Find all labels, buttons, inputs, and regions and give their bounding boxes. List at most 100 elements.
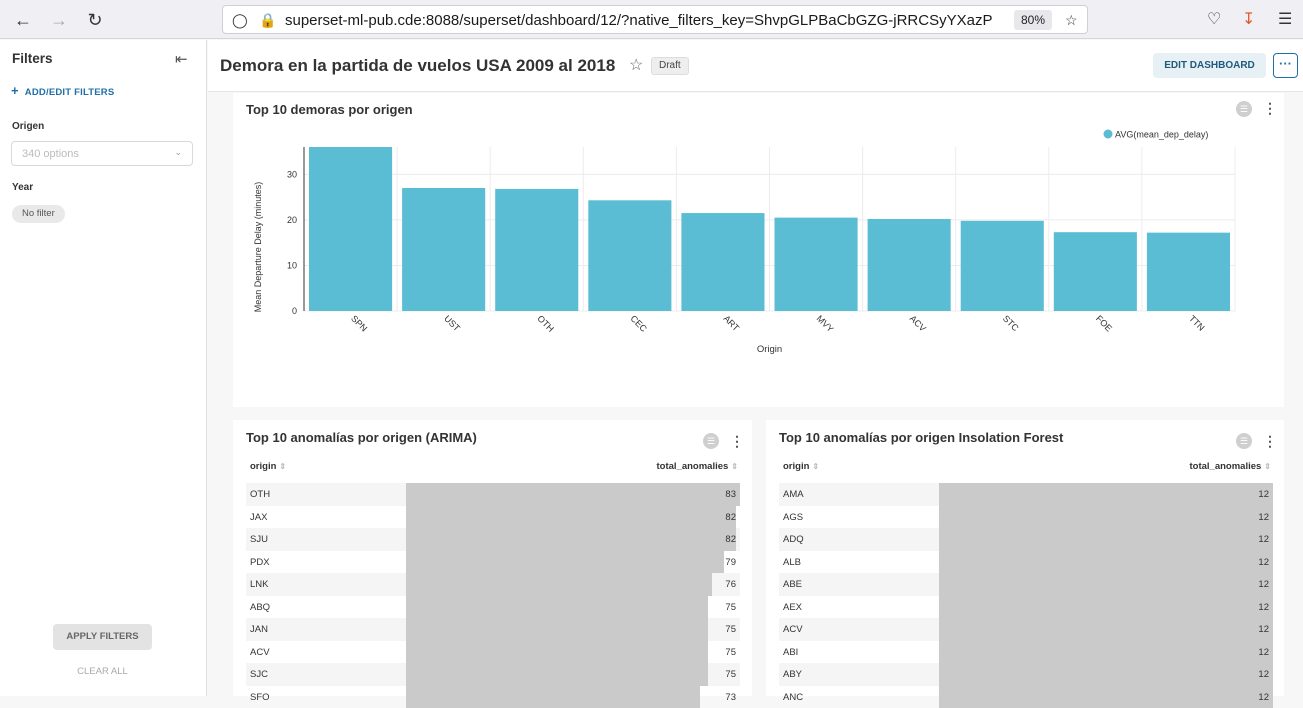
cell-total-anomalies: 76 <box>725 579 736 590</box>
y-tick-label: 30 <box>287 169 297 179</box>
year-filter-tag[interactable]: No filter <box>12 205 65 223</box>
shield-icon[interactable]: ◯ <box>232 12 248 29</box>
zoom-level-badge[interactable]: 80% <box>1014 10 1052 30</box>
back-arrow-icon[interactable]: ← <box>10 7 36 33</box>
bookmark-star-icon[interactable]: ☆ <box>1065 12 1078 29</box>
filter-icon[interactable]: ☰ <box>703 433 719 449</box>
x-tick-label: MVY <box>815 313 836 334</box>
cell-value-bar <box>406 528 736 551</box>
dashboard-title[interactable]: Demora en la partida de vuelos USA 2009 … <box>220 56 615 76</box>
cell-origin: ANC <box>783 692 803 703</box>
cell-origin: LNK <box>250 579 268 590</box>
table-row: OTH 83 <box>246 483 740 506</box>
cell-total-anomalies: 75 <box>725 647 736 658</box>
column-header-total-anomalies[interactable]: total_anomalies⇕ <box>656 461 738 472</box>
url-text[interactable]: superset-ml-pub.cde:8088/superset/dashbo… <box>285 12 1025 29</box>
cell-total-anomalies: 75 <box>725 624 736 635</box>
filter-icon[interactable]: ☰ <box>1236 101 1252 117</box>
cell-origin: ABQ <box>250 602 270 613</box>
bar-ust <box>402 188 485 311</box>
filter-icon[interactable]: ☰ <box>1236 433 1252 449</box>
cell-origin: PDX <box>250 557 270 568</box>
apply-filters-button[interactable]: APPLY FILTERS <box>53 624 152 650</box>
reload-icon[interactable]: ↻ <box>82 7 108 33</box>
iforest-panel: Top 10 anomalías por origen Insolation F… <box>766 420 1284 696</box>
lock-icon[interactable]: 🔒 <box>259 12 276 29</box>
legend-label: AVG(mean_dep_delay) <box>1115 130 1208 140</box>
menu-icon[interactable]: ☰ <box>1278 9 1292 29</box>
cell-value-bar <box>939 641 1273 664</box>
table-header: origin⇕ total_anomalies⇕ <box>779 461 1273 479</box>
cell-value-bar <box>406 686 700 708</box>
x-axis-label: Origin <box>757 344 782 355</box>
cell-total-anomalies: 12 <box>1258 624 1269 635</box>
bar-ttn <box>1147 233 1230 311</box>
cell-value-bar <box>939 663 1273 686</box>
kebab-menu-icon[interactable]: ⋮ <box>1263 101 1277 115</box>
cell-total-anomalies: 12 <box>1258 669 1269 680</box>
legend-marker <box>1104 130 1113 139</box>
bar-oth <box>495 189 578 311</box>
cell-origin: SJC <box>250 669 268 680</box>
cell-origin: ALB <box>783 557 801 568</box>
kebab-menu-icon[interactable]: ⋮ <box>1263 434 1277 448</box>
cell-total-anomalies: 12 <box>1258 692 1269 703</box>
cell-total-anomalies: 12 <box>1258 534 1269 545</box>
cell-value-bar <box>939 551 1273 574</box>
iforest-title: Top 10 anomalías por origen Insolation F… <box>779 430 1063 445</box>
filters-title: Filters <box>12 51 53 66</box>
x-tick-label: TTN <box>1187 313 1206 332</box>
y-tick-label: 0 <box>292 306 297 316</box>
cell-value-bar <box>406 551 724 574</box>
add-edit-filters-button[interactable]: +ADD/EDIT FILTERS <box>11 83 114 98</box>
cell-origin: ABI <box>783 647 798 658</box>
address-bar[interactable]: ◯ 🔒 superset-ml-pub.cde:8088/superset/da… <box>222 5 1088 34</box>
cell-value-bar <box>939 596 1273 619</box>
kebab-menu-icon[interactable]: ⋮ <box>730 434 744 448</box>
cell-origin: AEX <box>783 602 802 613</box>
cell-total-anomalies: 83 <box>725 489 736 500</box>
table-row: JAN 75 <box>246 618 740 641</box>
cell-origin: JAX <box>250 512 267 523</box>
favorite-star-icon[interactable]: ☆ <box>629 55 643 75</box>
browser-toolbar: ← → ↻ ◯ 🔒 superset-ml-pub.cde:8088/super… <box>0 0 1303 39</box>
x-tick-label: SPN <box>349 313 369 333</box>
cell-total-anomalies: 12 <box>1258 557 1269 568</box>
cell-origin: OTH <box>250 489 270 500</box>
forward-arrow-icon[interactable]: → <box>46 7 72 33</box>
dashboard-header: Demora en la partida de vuelos USA 2009 … <box>208 40 1303 92</box>
cell-total-anomalies: 82 <box>725 534 736 545</box>
more-options-button[interactable]: ··· <box>1273 53 1298 78</box>
bar-acv <box>868 219 951 311</box>
cell-total-anomalies: 12 <box>1258 647 1269 658</box>
cell-origin: AGS <box>783 512 803 523</box>
draft-badge[interactable]: Draft <box>651 57 689 75</box>
column-header-origin[interactable]: origin⇕ <box>250 461 286 472</box>
cell-value-bar <box>406 573 712 596</box>
edit-dashboard-button[interactable]: EDIT DASHBOARD <box>1153 53 1266 78</box>
pocket-icon[interactable]: ♡ <box>1207 9 1221 29</box>
cell-value-bar <box>406 506 736 529</box>
clear-all-button[interactable]: CLEAR ALL <box>53 666 152 677</box>
cell-total-anomalies: 12 <box>1258 489 1269 500</box>
cell-origin: JAN <box>250 624 268 635</box>
origen-select[interactable]: 340 options ⌄ <box>11 141 193 166</box>
column-header-total-anomalies[interactable]: total_anomalies⇕ <box>1189 461 1271 472</box>
x-tick-label: UST <box>442 313 462 333</box>
origen-filter-label: Origen <box>12 121 44 132</box>
download-icon[interactable]: ↧ <box>1242 9 1255 29</box>
column-header-origin[interactable]: origin⇕ <box>783 461 819 472</box>
cell-origin: SFO <box>250 692 270 703</box>
collapse-sidebar-icon[interactable]: ⇤ <box>175 50 188 68</box>
